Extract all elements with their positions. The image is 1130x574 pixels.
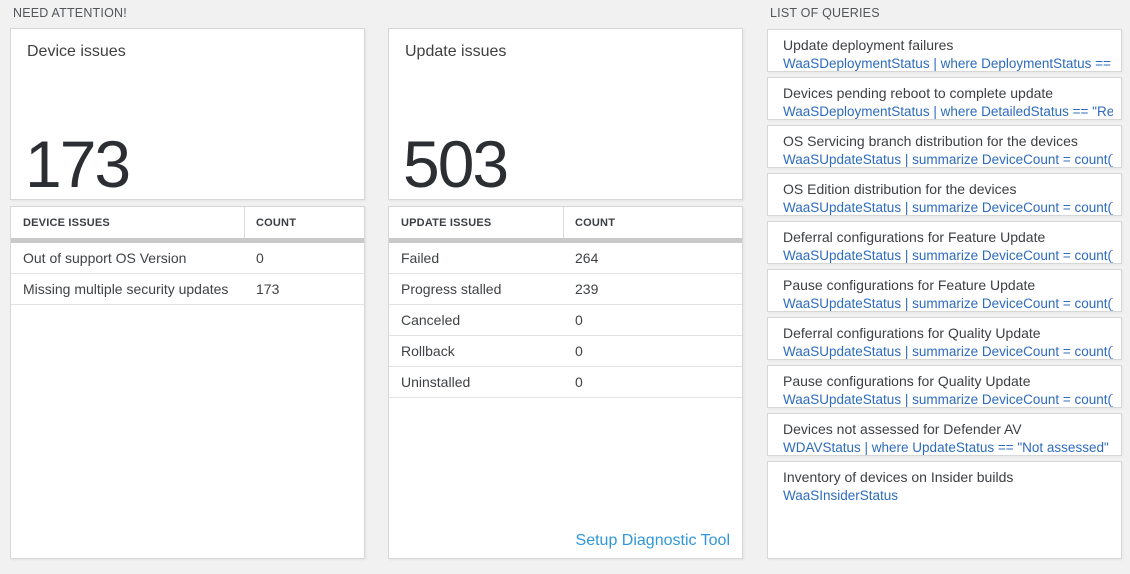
query-title: Deferral configurations for Feature Upda… (783, 229, 1046, 245)
device-issues-table-header: DEVICE ISSUES COUNT (11, 207, 364, 238)
query-item-deferral-feature-update[interactable]: Deferral configurations for Feature Upda… (767, 221, 1122, 264)
table-row-failed[interactable]: Failed 264 (389, 243, 742, 274)
query-text: WaaSUpdateStatus | summarize DeviceCount… (783, 248, 1113, 263)
device-issues-count: 173 (25, 127, 131, 201)
query-item-defender-av-not-assessed[interactable]: Devices not assessed for Defender AV WDA… (767, 413, 1122, 456)
table-row-progress-stalled[interactable]: Progress stalled 239 (389, 274, 742, 305)
query-item-os-edition-distribution[interactable]: OS Edition distribution for the devices … (767, 173, 1122, 216)
row-count: 173 (256, 281, 280, 297)
device-issues-card[interactable]: Device issues 173 (10, 28, 365, 200)
query-text: WaaSUpdateStatus | summarize DeviceCount… (783, 344, 1113, 359)
query-title: Devices pending reboot to complete updat… (783, 85, 1054, 101)
update-issues-count: 503 (403, 127, 509, 201)
table-row-rollback[interactable]: Rollback 0 (389, 336, 742, 367)
row-count: 239 (575, 281, 599, 297)
query-item-os-servicing-branch[interactable]: OS Servicing branch distribution for the… (767, 125, 1122, 168)
table-row-out-of-support-os[interactable]: Out of support OS Version 0 (11, 243, 364, 274)
section-header-list-of-queries: LIST OF QUERIES (770, 6, 880, 20)
query-item-pause-quality-update[interactable]: Pause configurations for Quality Update … (767, 365, 1122, 408)
query-item-deferral-quality-update[interactable]: Deferral configurations for Quality Upda… (767, 317, 1122, 360)
query-text: WaaSUpdateStatus | summarize DeviceCount… (783, 200, 1113, 215)
row-label: Progress stalled (401, 281, 502, 297)
table-row-missing-security-updates[interactable]: Missing multiple security updates 173 (11, 274, 364, 305)
query-title: Devices not assessed for Defender AV (783, 421, 1022, 437)
row-label: Out of support OS Version (23, 250, 187, 266)
query-title: Pause configurations for Quality Update (783, 373, 1031, 389)
row-label: Canceled (401, 312, 461, 328)
table-row-canceled[interactable]: Canceled 0 (389, 305, 742, 336)
column-header-device-issues: DEVICE ISSUES (11, 207, 245, 238)
row-label: Failed (401, 250, 440, 266)
query-list: Update deployment failures WaaSDeploymen… (767, 29, 1122, 559)
device-issues-title: Device issues (27, 43, 126, 60)
query-title: OS Servicing branch distribution for the… (783, 133, 1078, 149)
setup-diagnostic-tool-link[interactable]: Setup Diagnostic Tool (575, 532, 730, 549)
table-header-bar (389, 238, 742, 243)
update-issues-table-header: UPDATE ISSUES COUNT (389, 207, 742, 238)
query-text: WaaSUpdateStatus | summarize DeviceCount… (783, 152, 1113, 167)
row-count: 0 (575, 343, 583, 359)
query-text: WaaSUpdateStatus | summarize DeviceCount… (783, 296, 1113, 311)
row-label: Uninstalled (401, 374, 471, 390)
row-label: Rollback (401, 343, 455, 359)
row-count: 0 (256, 250, 264, 266)
row-count: 264 (575, 250, 599, 266)
query-item-update-deployment-failures[interactable]: Update deployment failures WaaSDeploymen… (767, 29, 1122, 72)
update-issues-column: Update issues 503 UPDATE ISSUES COUNT Fa… (388, 0, 743, 574)
table-header-bar (11, 238, 364, 243)
query-item-insider-builds-inventory[interactable]: Inventory of devices on Insider builds W… (767, 461, 1122, 559)
query-text: WaaSInsiderStatus (783, 488, 899, 503)
query-title: Inventory of devices on Insider builds (783, 469, 1014, 485)
column-header-update-issues: UPDATE ISSUES (389, 207, 564, 238)
query-title: Deferral configurations for Quality Upda… (783, 325, 1041, 341)
query-text: WaaSDeploymentStatus | where DeploymentS… (783, 56, 1113, 71)
section-header-need-attention: NEED ATTENTION! (13, 6, 127, 20)
query-text: WDAVStatus | where UpdateStatus == "Not … (783, 440, 1113, 455)
table-row-uninstalled[interactable]: Uninstalled 0 (389, 367, 742, 398)
update-issues-title: Update issues (405, 43, 507, 60)
row-count: 0 (575, 312, 583, 328)
update-issues-card[interactable]: Update issues 503 (388, 28, 743, 200)
row-label: Missing multiple security updates (23, 281, 229, 297)
query-item-pause-feature-update[interactable]: Pause configurations for Feature Update … (767, 269, 1122, 312)
query-title: Update deployment failures (783, 37, 954, 53)
list-of-queries-column: LIST OF QUERIES Update deployment failur… (767, 0, 1122, 574)
query-title: Pause configurations for Feature Update (783, 277, 1036, 293)
query-text: WaaSDeploymentStatus | where DetailedSta… (783, 104, 1113, 119)
column-header-count: COUNT (256, 216, 297, 229)
need-attention-column: NEED ATTENTION! Device issues 173 DEVICE… (10, 0, 365, 574)
update-issues-table: UPDATE ISSUES COUNT Failed 264 Progress … (388, 206, 743, 559)
device-issues-table: DEVICE ISSUES COUNT Out of support OS Ve… (10, 206, 365, 559)
query-item-devices-pending-reboot[interactable]: Devices pending reboot to complete updat… (767, 77, 1122, 120)
column-header-count: COUNT (575, 216, 616, 229)
query-title: OS Edition distribution for the devices (783, 181, 1017, 197)
query-text: WaaSUpdateStatus | summarize DeviceCount… (783, 392, 1113, 407)
row-count: 0 (575, 374, 583, 390)
